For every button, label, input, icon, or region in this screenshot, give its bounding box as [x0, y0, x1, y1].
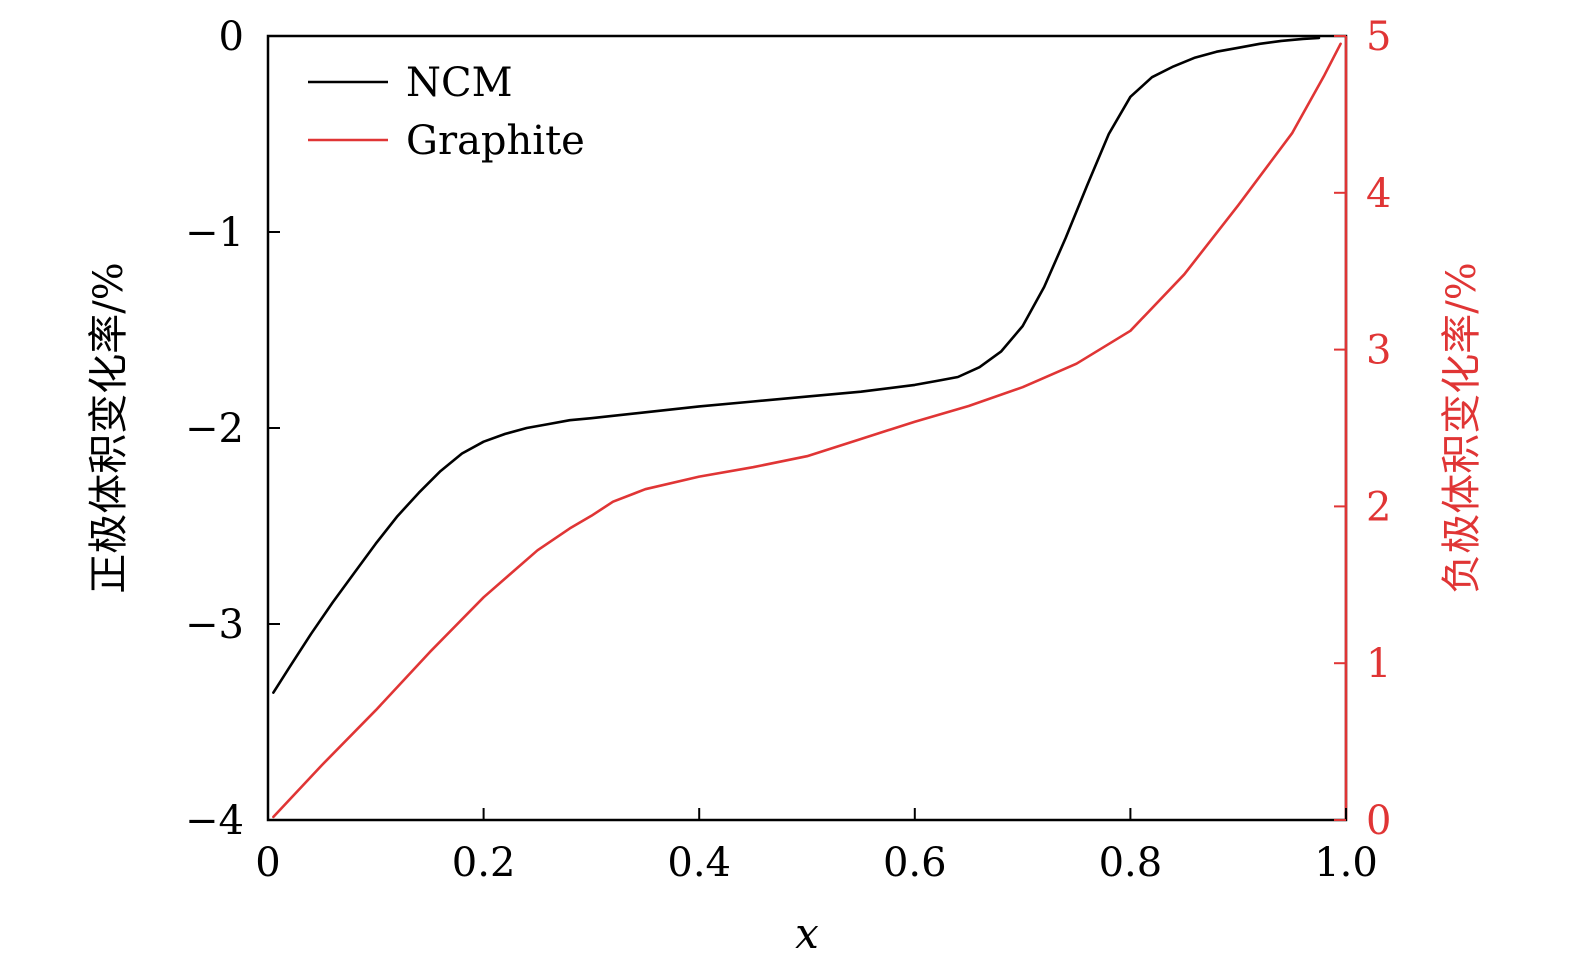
right-tick-label: 5 [1366, 14, 1391, 60]
x-tick-label: 0 [255, 840, 280, 886]
right-axis-title: 负极体积变化率/% [1439, 262, 1485, 593]
left-tick-label: −1 [185, 210, 244, 256]
left-tick-label: −3 [185, 602, 244, 648]
x-axis-title: x [795, 909, 819, 958]
left-tick-label: −2 [185, 406, 244, 452]
left-tick-label: 0 [219, 14, 244, 60]
series-line-ncm [272, 36, 1321, 694]
x-tick-label: 0.8 [1099, 840, 1163, 886]
right-tick-label: 1 [1366, 641, 1391, 687]
right-tick-label: 2 [1366, 484, 1391, 530]
series-line-graphite [272, 42, 1342, 819]
x-tick-label: 0.2 [452, 840, 516, 886]
right-tick-label: 4 [1366, 171, 1391, 217]
x-tick-label: 0.6 [883, 840, 947, 886]
legend: NCM Graphite [308, 60, 585, 164]
series-layer [272, 36, 1342, 819]
legend-label-graphite: Graphite [406, 118, 585, 164]
legend-label-ncm: NCM [406, 60, 513, 106]
right-axis-ticks: 5 4 3 2 1 0 [1334, 14, 1391, 844]
x-tick-label: 0.4 [667, 840, 731, 886]
right-tick-label: 0 [1366, 798, 1391, 844]
left-tick-label: −4 [185, 798, 244, 844]
x-axis-ticks: 0 0.2 0.4 0.6 0.8 1.0 [255, 808, 1378, 886]
left-axis-title: 正极体积变化率/% [86, 262, 132, 593]
right-tick-label: 3 [1366, 328, 1391, 374]
left-axis-ticks: 0 −1 −2 −3 −4 [185, 14, 280, 844]
x-tick-label: 1.0 [1314, 840, 1378, 886]
